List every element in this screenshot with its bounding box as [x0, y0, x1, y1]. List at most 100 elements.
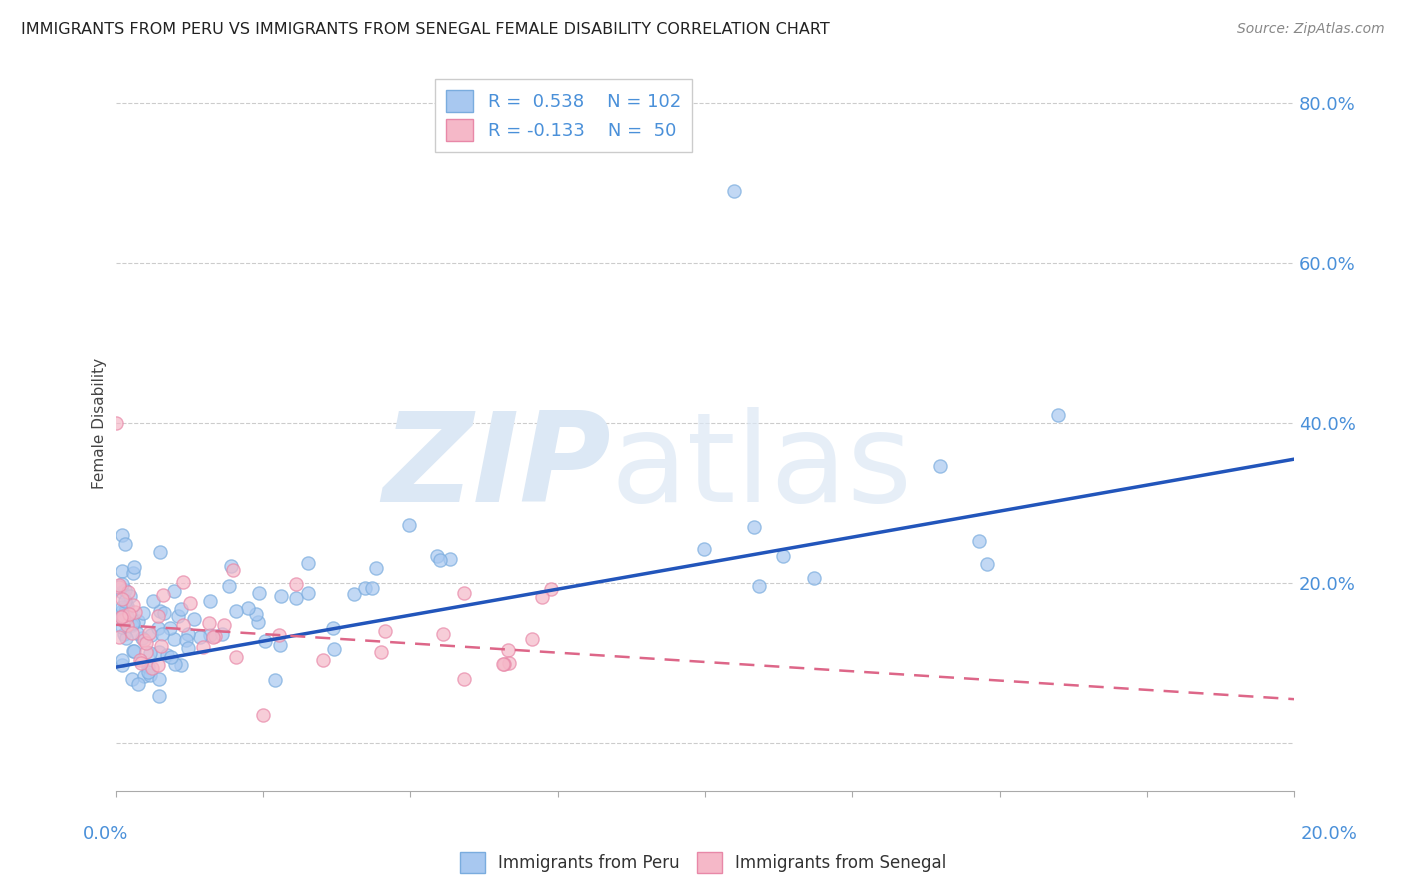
- Point: [110, 585, 132, 599]
- Point: [222, 563, 245, 577]
- Point: [152, 588, 174, 602]
- Point: [172, 618, 194, 632]
- Point: [122, 644, 145, 658]
- Point: [122, 560, 145, 574]
- Point: [132, 606, 155, 620]
- Point: [114, 582, 136, 597]
- Point: [138, 626, 160, 640]
- Point: [225, 650, 247, 665]
- Point: [254, 633, 277, 648]
- Point: [163, 632, 186, 646]
- Point: [149, 545, 172, 559]
- Point: [110, 564, 132, 578]
- Point: [270, 590, 292, 604]
- Point: [122, 566, 145, 580]
- Y-axis label: Female Disability: Female Disability: [93, 358, 107, 489]
- Point: [803, 571, 825, 585]
- Point: [121, 615, 143, 630]
- Point: [121, 672, 143, 686]
- Point: [121, 598, 143, 612]
- Point: [134, 632, 156, 647]
- Point: [723, 184, 745, 198]
- Point: [114, 612, 136, 626]
- Point: [156, 648, 179, 662]
- Point: [149, 604, 172, 618]
- Point: [928, 458, 950, 473]
- Point: [322, 641, 344, 656]
- Point: [149, 639, 172, 653]
- Point: [107, 580, 129, 594]
- Point: [108, 578, 131, 592]
- Point: [107, 630, 129, 644]
- Point: [200, 628, 222, 642]
- Point: [166, 609, 188, 624]
- Point: [110, 527, 132, 541]
- Legend: Immigrants from Peru, Immigrants from Senegal: Immigrants from Peru, Immigrants from Se…: [453, 846, 953, 880]
- Point: [139, 628, 162, 642]
- Point: [114, 537, 136, 551]
- Point: [159, 649, 181, 664]
- Point: [135, 645, 157, 659]
- Point: [426, 549, 449, 563]
- Point: [172, 574, 194, 589]
- Point: [136, 665, 159, 679]
- Point: [498, 657, 520, 671]
- Point: [112, 627, 135, 641]
- Point: [492, 657, 515, 671]
- Point: [117, 618, 139, 632]
- Point: [284, 577, 307, 591]
- Point: [236, 601, 259, 615]
- Point: [115, 610, 138, 624]
- Point: [191, 640, 214, 655]
- Text: 20.0%: 20.0%: [1301, 825, 1357, 843]
- Point: [540, 582, 562, 597]
- Point: [198, 616, 221, 631]
- Point: [148, 689, 170, 703]
- Point: [170, 601, 193, 615]
- Point: [364, 561, 387, 575]
- Text: Source: ZipAtlas.com: Source: ZipAtlas.com: [1237, 22, 1385, 37]
- Point: [285, 591, 308, 605]
- Text: 0.0%: 0.0%: [83, 825, 128, 843]
- Point: [110, 609, 132, 624]
- Point: [246, 615, 269, 630]
- Point: [522, 632, 544, 647]
- Point: [374, 624, 396, 638]
- Point: [110, 576, 132, 591]
- Point: [398, 518, 420, 533]
- Point: [772, 549, 794, 564]
- Point: [148, 645, 170, 659]
- Point: [127, 614, 149, 628]
- Point: [139, 668, 162, 682]
- Point: [110, 599, 132, 614]
- Point: [439, 552, 461, 566]
- Point: [343, 586, 366, 600]
- Point: [498, 643, 520, 657]
- Point: [110, 604, 132, 618]
- Point: [110, 653, 132, 667]
- Point: [162, 584, 184, 599]
- Point: [110, 609, 132, 624]
- Point: [201, 630, 224, 644]
- Point: [150, 626, 173, 640]
- Point: [121, 644, 143, 658]
- Point: [269, 638, 291, 652]
- Point: [370, 645, 392, 659]
- Point: [127, 677, 149, 691]
- Point: [245, 607, 267, 621]
- Point: [225, 604, 247, 618]
- Point: [492, 657, 515, 671]
- Point: [219, 558, 242, 573]
- Point: [177, 640, 200, 655]
- Point: [163, 657, 186, 672]
- Point: [104, 416, 127, 430]
- Point: [115, 608, 138, 623]
- Point: [174, 632, 197, 647]
- Point: [169, 658, 191, 673]
- Point: [214, 617, 236, 632]
- Point: [429, 553, 451, 567]
- Point: [136, 659, 159, 673]
- Point: [967, 533, 990, 548]
- Point: [128, 653, 150, 667]
- Point: [114, 594, 136, 608]
